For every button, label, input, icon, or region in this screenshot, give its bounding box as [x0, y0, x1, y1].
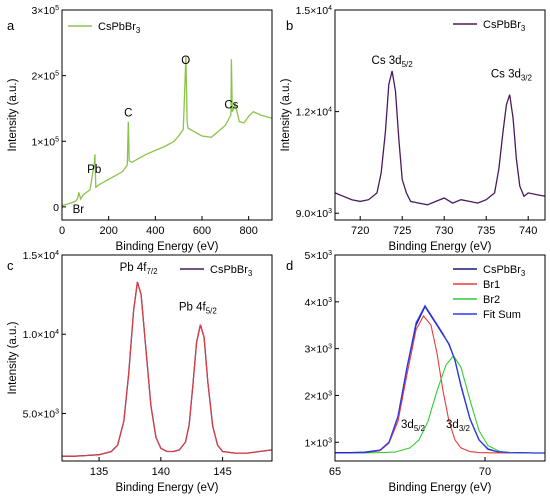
peak-annotation: 3d5/2: [401, 419, 425, 433]
x-tick-label: 0: [59, 225, 65, 237]
y-tick-label: 3×103: [304, 344, 332, 356]
plot-frame: [334, 9, 546, 221]
x-tick-label: 800: [239, 225, 257, 237]
series-line-br2: [335, 354, 545, 454]
x-tick-label: 725: [393, 225, 411, 237]
x-tick-label: 735: [477, 225, 495, 237]
x-tick-label: 730: [435, 225, 453, 237]
plot-frame: [61, 9, 273, 221]
plot-frame: [334, 254, 546, 462]
peak-annotation: Cs 3d3/2: [491, 69, 533, 83]
y-axis-label: Intensity (a.u.): [7, 321, 19, 394]
series-line-fit-sum: [335, 304, 545, 454]
y-tick-label: 1.2×104: [296, 107, 332, 119]
x-tick-label: 145: [213, 466, 231, 478]
y-tick-label: 2×103: [304, 390, 332, 402]
x-tick-label: 140: [152, 466, 170, 478]
legend-entry: CsPbBr3: [210, 264, 253, 278]
x-tick-label: 400: [146, 225, 164, 237]
y-tick-label: 1.0×104: [23, 329, 59, 341]
y-axis-label: Intensity (a.u.): [280, 78, 292, 151]
legend-entry: CsPbBr3: [483, 19, 526, 33]
x-tick-label: 600: [193, 225, 211, 237]
panel-label: b: [286, 18, 293, 33]
legend-entry: Fit Sum: [483, 309, 521, 321]
peak-annotation: Pb 4f5/2: [179, 301, 218, 315]
x-axis-label: Binding Energy (eV): [116, 482, 219, 494]
peak-annotation: Pb: [87, 164, 101, 176]
x-tick-label: 65: [329, 466, 341, 478]
panel-label: a: [7, 18, 15, 33]
peak-annotation: Cs: [224, 99, 238, 111]
y-tick-label: 3×105: [31, 5, 59, 17]
panel-label: c: [7, 258, 14, 273]
peak-annotation: Br: [73, 204, 85, 216]
y-tick-label: 1.5×104: [23, 250, 59, 262]
series-line-br1: [335, 314, 545, 454]
peak-annotation: Pb 4f7/2: [120, 262, 159, 276]
series-line-cspbbr3: [62, 281, 272, 457]
y-tick-label: 4×103: [304, 297, 332, 309]
x-tick-label: 135: [90, 466, 108, 478]
panel-label: d: [286, 258, 293, 273]
panel-c: 135 140 145 5.0×103 1.0×104 1.5×104 Binding En…: [7, 250, 273, 494]
x-axis-label: Binding Energy (eV): [116, 241, 219, 253]
plot-frame: [61, 254, 273, 462]
panel-b: 720 725 730 735 740 9.0×103 1.2×104 1.5×104 Bind…: [280, 5, 546, 253]
peak-annotation: 3d3/2: [446, 419, 470, 433]
x-tick-label: 720: [351, 225, 369, 237]
y-tick-label: 1×103: [304, 437, 332, 449]
y-tick-label: 5×103: [304, 250, 332, 262]
peak-annotation: Cs 3d5/2: [372, 55, 414, 69]
panel-a: 0 200 400 600 800 0 1×105 2×105 3×105 Binding Ene…: [7, 5, 273, 253]
y-tick-label: 1.5×104: [296, 5, 332, 17]
series-line-cspbbr3: [335, 70, 545, 206]
legend-entry: Br1: [483, 279, 500, 291]
legend-entry: Br2: [483, 294, 500, 306]
x-axis-label: Binding Energy (eV): [389, 482, 492, 494]
x-tick-label: 70: [479, 466, 491, 478]
x-tick-label: 740: [519, 225, 537, 237]
y-tick-label: 5.0×103: [23, 408, 59, 420]
legend-entry: CsPbBr3: [483, 264, 526, 278]
panel-d: 65 70 1×103 2×103 3×103 4×103 5×103 Binding Ene…: [286, 250, 546, 494]
series-line-fit: [62, 281, 272, 457]
peak-annotation: O: [181, 55, 190, 67]
y-tick-label: 9.0×103: [296, 208, 332, 220]
legend-entry: CsPbBr3: [98, 21, 141, 35]
x-axis-label: Binding Energy (eV): [389, 241, 492, 253]
y-tick-label: 1×105: [31, 136, 59, 148]
x-tick-label: 200: [99, 225, 117, 237]
y-tick-label: 0: [53, 202, 59, 214]
peak-annotation: C: [124, 107, 132, 119]
y-tick-label: 2×105: [31, 71, 59, 83]
y-axis-label: Intensity (a.u.): [7, 78, 19, 151]
series-line-cspbbr3: [62, 55, 272, 207]
